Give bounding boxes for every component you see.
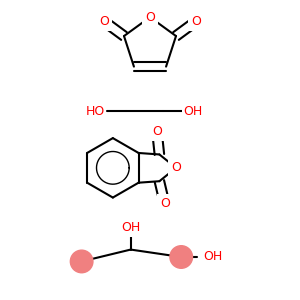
FancyBboxPatch shape: [84, 102, 106, 121]
Text: HO: HO: [85, 105, 105, 118]
Text: O: O: [171, 161, 181, 174]
Text: O: O: [99, 15, 109, 28]
FancyBboxPatch shape: [142, 8, 158, 27]
FancyBboxPatch shape: [188, 12, 204, 31]
Text: OH: OH: [203, 250, 222, 263]
FancyBboxPatch shape: [168, 158, 184, 177]
FancyBboxPatch shape: [157, 194, 173, 213]
Text: O: O: [152, 125, 162, 138]
Text: O: O: [160, 197, 170, 210]
FancyBboxPatch shape: [182, 102, 204, 121]
FancyBboxPatch shape: [96, 12, 112, 31]
Text: O: O: [145, 11, 155, 24]
Text: O: O: [191, 15, 201, 28]
FancyBboxPatch shape: [149, 122, 165, 141]
FancyBboxPatch shape: [119, 218, 142, 237]
Circle shape: [170, 246, 193, 268]
Text: OH: OH: [184, 105, 203, 118]
FancyBboxPatch shape: [201, 248, 224, 266]
Circle shape: [70, 250, 93, 273]
Text: OH: OH: [121, 221, 140, 234]
